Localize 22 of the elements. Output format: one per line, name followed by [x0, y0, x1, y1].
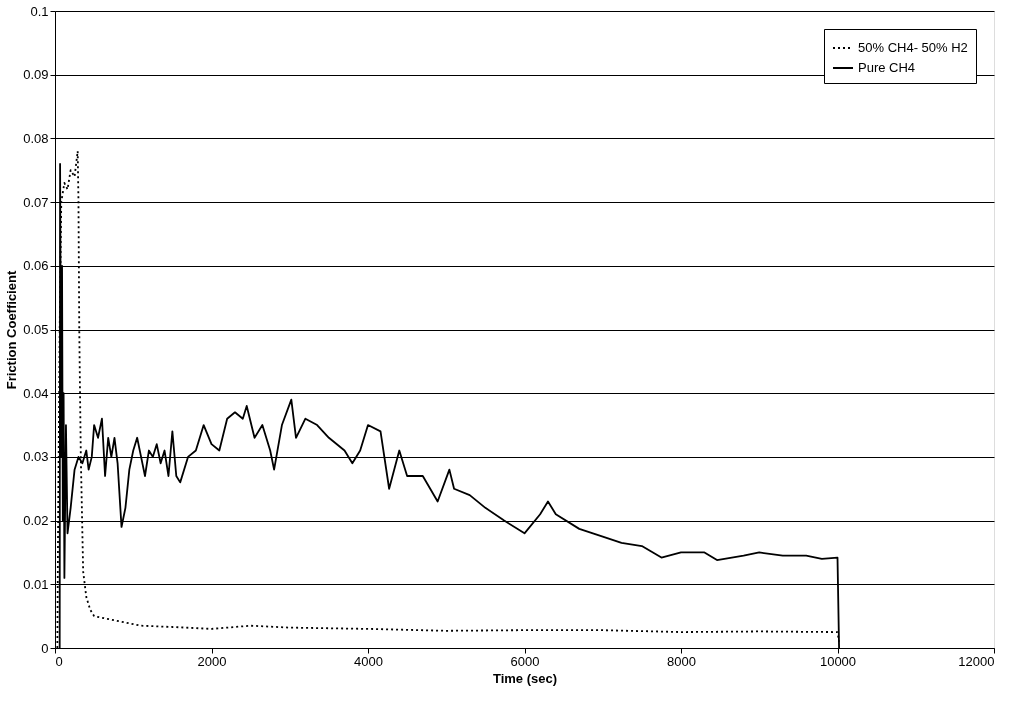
y-tick-label: 0.01: [23, 576, 49, 592]
x-tick-label: 0: [55, 653, 63, 669]
x-axis-title: Time (sec): [492, 670, 558, 686]
x-tick-label: 12000: [958, 653, 995, 669]
x-tick-label: 6000: [510, 653, 540, 669]
x-tick-label: 2000: [197, 653, 227, 669]
y-tick-label: 0.03: [23, 449, 49, 465]
y-tick-label: 0.07: [23, 194, 49, 210]
y-tick-label: 0.08: [23, 130, 49, 146]
y-tick-label: 0: [41, 640, 49, 656]
y-tick-label: 0.05: [23, 322, 49, 337]
x-tick-label: 4000: [354, 653, 383, 669]
y-tick-label: 0.06: [23, 258, 49, 274]
legend-label: Pure CH4: [858, 60, 916, 75]
y-tick-label: 0.1: [30, 3, 49, 19]
x-tick-label: 8000: [667, 653, 696, 669]
legend-label: 50% CH4- 50% H2: [858, 40, 968, 55]
x-tick-label: 10000: [819, 653, 857, 669]
y-tick-label: 0.04: [23, 385, 49, 401]
y-axis-title: Friction Coefficient: [4, 270, 20, 390]
y-tick-label: 0.09: [23, 67, 49, 83]
y-tick-label: 0.02: [23, 513, 49, 529]
